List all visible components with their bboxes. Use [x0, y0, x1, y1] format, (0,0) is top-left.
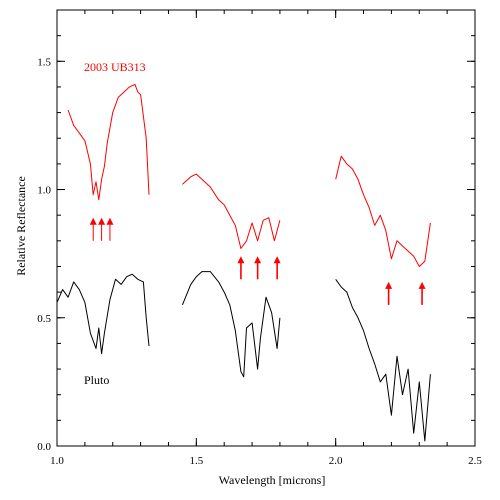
absorption-arrow [254, 256, 262, 280]
absorption-arrow [418, 281, 426, 305]
absorption-arrow [273, 256, 281, 280]
y-axis-label: Relative Reflectance [14, 176, 28, 276]
x-tick-label: 2.0 [329, 455, 343, 467]
y-tick-label: 0.5 [37, 313, 51, 325]
pluto-spectrum-line [56, 273, 150, 355]
y-tick-label: 1.0 [37, 185, 51, 197]
chart-marks [56, 83, 431, 442]
absorption-arrow [106, 217, 114, 241]
plot-area: 1.0 1.5 2.0 2.5 0.0 0.5 1.0 1.5 [37, 9, 482, 467]
absorption-arrow [89, 217, 97, 241]
plot-frame [56, 9, 476, 447]
y-tick-label: 0.0 [37, 441, 51, 453]
pluto-spectrum-line [335, 279, 431, 442]
ub313-series-label: 2003 UB313 [84, 60, 146, 74]
x-axis-label: Wavelength [microns] [219, 473, 326, 487]
pluto-spectrum-line [181, 271, 281, 378]
ub313-spectrum-line [182, 173, 281, 249]
absorption-arrow [385, 281, 393, 305]
x-tick-label: 2.5 [468, 455, 482, 467]
ub313-spectrum-line [67, 83, 150, 201]
x-tick-label: 1.0 [50, 455, 64, 467]
y-tick-label: 1.5 [37, 56, 51, 68]
x-tick-label: 1.5 [189, 455, 203, 467]
ub313-spectrum-line [335, 155, 431, 267]
absorption-arrow [98, 217, 106, 241]
absorption-arrow [237, 256, 245, 280]
pluto-series-label: Pluto [84, 373, 109, 387]
